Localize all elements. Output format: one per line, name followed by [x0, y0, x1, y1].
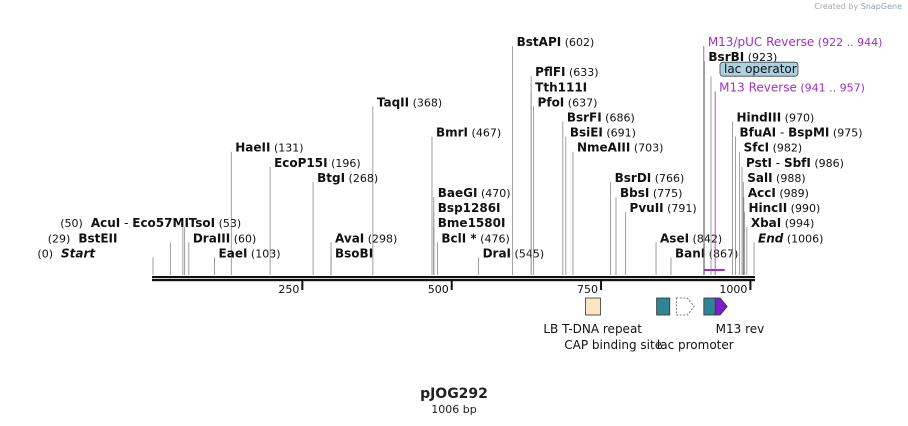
enzyme-label-xbai: XbaI (994): [751, 216, 814, 230]
plasmid-length: 1006 bp: [431, 403, 477, 416]
backbone-top-strand: [152, 276, 755, 279]
enzyme-label-bme1580i: Bme1580I: [438, 216, 506, 230]
feature-name-cap: CAP binding site: [564, 338, 662, 352]
enzyme-label-bsiei: BsiEI (691): [570, 126, 636, 140]
enzyme-label-pfoi: PfoI (637): [538, 95, 598, 109]
enzyme-pos-start: (0): [37, 247, 53, 260]
enzyme-label-pflfi: PflFI (633): [535, 65, 598, 79]
enzyme-label-bsrdi: BsrDI (766): [615, 171, 685, 185]
feature-cap: [656, 297, 671, 316]
enzyme-label-btgi: BtgI (268): [317, 171, 378, 185]
enzyme-label-bbsi: BbsI (775): [620, 186, 682, 200]
enzyme-label-baegi: BaeGI (470): [438, 186, 511, 200]
plasmid-name: pJOG292: [420, 386, 488, 402]
enzyme-label-haeii: HaeII (131): [235, 141, 303, 155]
enzyme-label-draiii: DraIII (60): [193, 231, 256, 245]
feature-name-lb-tdna: LB T-DNA repeat: [543, 322, 642, 336]
enzyme-label-hincii: HincII (990): [748, 201, 820, 215]
enzyme-label-bstapi: BstAPI (602): [517, 35, 595, 49]
enzyme-pos-bsteii: (29): [48, 232, 71, 245]
enzyme-label-start: Start: [61, 246, 96, 260]
scale-tick-label-1000: 1000: [719, 283, 747, 296]
feature-label-lacop: lac operator: [724, 62, 797, 76]
credit-text: Created by SnapGene: [814, 2, 902, 11]
enzyme-label-end: End (1006): [758, 231, 823, 245]
scale-tick-label-500: 500: [428, 283, 449, 296]
enzyme-label-asei: AseI (842): [660, 231, 722, 245]
enzyme-label-taqii: TaqII (368): [377, 95, 442, 109]
enzyme-label-m13puc: M13/pUC Reverse (922 .. 944): [708, 35, 883, 49]
feature-lb-tdna: [585, 297, 601, 316]
enzyme-label-bmri: BmrI (467): [436, 126, 501, 140]
scale-tick-label-750: 750: [577, 283, 598, 296]
enzyme-label-ecop15i: EcoP15I (196): [274, 156, 361, 170]
enzyme-label-tsoi: TsoI (53): [189, 216, 242, 230]
feature-m13revprimer: [714, 297, 728, 316]
enzyme-label-bsp1286i: Bsp1286I: [438, 201, 501, 215]
enzyme-pos-acui: (50): [60, 217, 83, 230]
enzyme-label-bsteii: BstEII: [78, 231, 117, 245]
enzyme-label-avai: AvaI (298): [335, 231, 397, 245]
enzyme-label-bsrfi: BsrFI (686): [567, 111, 635, 125]
enzyme-label-bani: BanI (867): [675, 246, 738, 260]
enzyme-label-pvuii: PvuII (791): [630, 201, 697, 215]
enzyme-label-eaei: EaeI (103): [219, 246, 281, 260]
enzyme-label-sali: SalI (988): [747, 171, 805, 185]
backbone-bottom-strand: [152, 279, 755, 282]
enzyme-label-tth111i: Tth111I: [535, 80, 587, 94]
enzyme-label-psti: PstI - SbfI (986): [746, 156, 844, 170]
enzyme-label-bcli: BclI * (476): [441, 231, 509, 245]
enzyme-label-bfuai: BfuAI - BspMI (975): [739, 126, 862, 140]
enzyme-label-bsrbi: BsrBI (923): [708, 50, 777, 64]
enzyme-label-drai: DraI (545): [483, 246, 545, 260]
scale-tick-label-250: 250: [278, 283, 299, 296]
enzyme-label-nmeaiii: NmeAIII (703): [577, 141, 663, 155]
feature-lacprom: [675, 297, 695, 316]
feature-label-box-lacop: [719, 61, 799, 77]
enzyme-label-hindiii: HindIII (970): [736, 111, 814, 125]
snapgene-brand: SnapGene: [860, 2, 902, 11]
feature-name-lacprom: lac promoter: [657, 338, 734, 352]
feature-lacopfeat: [703, 297, 717, 316]
enzyme-label-acci: AccI (989): [748, 186, 809, 200]
enzyme-label-acui: AcuI - Eco57MI: [91, 216, 189, 230]
enzyme-label-sfci: SfcI (982): [744, 141, 803, 155]
enzyme-label-bsobi: BsoBI: [335, 246, 373, 260]
enzyme-label-m13rev: M13 Reverse (941 .. 957): [719, 80, 865, 94]
feature-name-m13revprimer: M13 rev: [716, 322, 765, 336]
